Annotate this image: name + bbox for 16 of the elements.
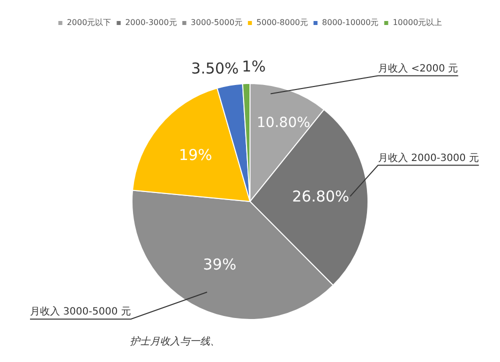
legend-label: 2000-3000元: [125, 18, 177, 28]
data-label: 19%: [178, 146, 212, 164]
legend-label: 2000元以下: [66, 18, 112, 28]
text: 月收入 2000-3000 元: [378, 152, 479, 164]
data-label: 1%: [242, 57, 266, 76]
legend-label: 10000元以上: [392, 18, 442, 28]
data-label: 3.50%: [191, 59, 239, 78]
text: 护士月收入与一线、: [130, 336, 220, 348]
data-label: 39%: [203, 255, 236, 274]
text: 月收入 3000-5000 元: [30, 306, 131, 318]
legend-label: 8000-10000元: [322, 18, 379, 28]
text: 月收入 <2000 元: [378, 62, 458, 74]
legend-label: 5000-8000元: [256, 18, 308, 28]
data-label: 10.80%: [256, 115, 310, 132]
legend-label: 3000-5000元: [190, 18, 242, 28]
data-label: 26.80%: [292, 188, 350, 206]
